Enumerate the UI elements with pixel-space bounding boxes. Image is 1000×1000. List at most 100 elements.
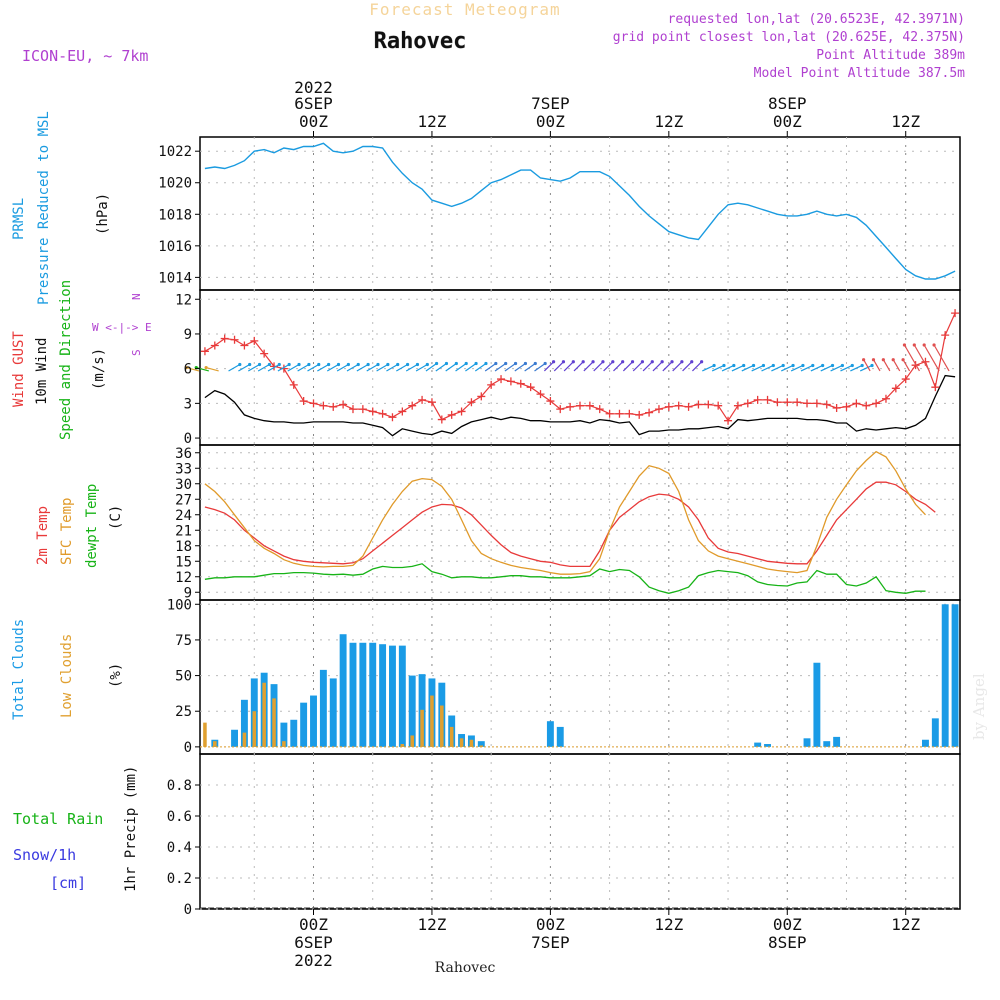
top-hour-label: 12Z xyxy=(654,112,683,131)
wind-direction-arrow xyxy=(622,361,633,372)
gust-marker xyxy=(368,407,377,416)
y-tick-label: 1022 xyxy=(158,144,192,160)
label-2m-temp: 2m Temp xyxy=(35,506,51,565)
gust-marker xyxy=(832,403,841,412)
gust-marker xyxy=(872,399,881,408)
gust-marker xyxy=(437,415,446,424)
wind-arrow-head xyxy=(581,360,585,364)
total-cloud-bar xyxy=(556,726,564,747)
y-tick-label: 100 xyxy=(167,597,192,613)
total-cloud-bar xyxy=(813,662,821,747)
wind-direction-arrow xyxy=(682,361,693,372)
gust-marker xyxy=(743,399,752,408)
low-cloud-bar xyxy=(410,735,414,747)
low-cloud-bar xyxy=(262,682,266,747)
wind-arrow-head xyxy=(307,362,311,367)
wind-direction-arrow xyxy=(267,363,280,372)
compass-n: N xyxy=(130,293,143,300)
label-snow: Snow/1h xyxy=(13,846,76,864)
y-tick-label: 0 xyxy=(184,431,192,447)
total-cloud-bar xyxy=(290,719,298,747)
gust-marker xyxy=(793,398,802,407)
wind-arrow-head xyxy=(801,363,805,368)
wind-direction-arrow xyxy=(810,364,823,372)
wind-direction-arrow xyxy=(863,359,871,372)
wind-direction-arrow xyxy=(287,363,300,372)
gust-marker xyxy=(714,401,723,410)
wind-direction-arrow xyxy=(702,364,715,372)
gust-marker xyxy=(220,334,229,343)
wind-arrow-head xyxy=(771,363,775,368)
gust-marker xyxy=(931,383,940,392)
wind-arrow-head xyxy=(327,362,331,367)
wind-arrow-head xyxy=(830,363,835,368)
gust-marker xyxy=(408,401,417,410)
label-total-rain: Total Rain xyxy=(13,810,103,828)
gust-marker xyxy=(447,410,456,419)
wind-direction-arrow xyxy=(534,363,546,372)
gust-marker xyxy=(398,407,407,416)
wind-direction-arrow xyxy=(405,363,418,372)
gust-marker xyxy=(763,395,772,404)
total-cloud-bar xyxy=(764,744,771,747)
gust-marker xyxy=(822,400,831,409)
wind-direction-arrow xyxy=(751,364,764,372)
wind-direction-arrow xyxy=(711,364,725,372)
y-tick-label: 0.4 xyxy=(167,840,192,856)
wind-direction-arrow xyxy=(652,361,663,372)
y-tick-label: 15 xyxy=(175,554,192,570)
wind-arrow-head xyxy=(630,360,635,364)
y-tick-label: 18 xyxy=(175,539,192,555)
total-cloud-bar xyxy=(319,669,327,747)
wind-direction-arrow xyxy=(186,367,200,372)
gust-marker xyxy=(240,341,249,350)
top-date-label: 7SEP xyxy=(531,94,570,113)
label-c: (C) xyxy=(108,505,124,530)
wind-direction-arrow xyxy=(721,364,735,372)
wind-direction-arrow xyxy=(923,344,940,372)
wind-direction-arrow xyxy=(543,361,555,372)
low-cloud-bar xyxy=(430,695,434,747)
wind-direction-arrow xyxy=(494,363,507,372)
wind-arrow-head xyxy=(862,358,866,362)
wind-arrow-head xyxy=(640,360,645,364)
gust-marker xyxy=(516,379,525,388)
total-cloud-bar xyxy=(931,718,939,747)
gust-marker xyxy=(645,408,654,417)
wind-arrow-head xyxy=(204,366,208,370)
y-tick-label: 33 xyxy=(175,461,192,477)
top-hour-label: 12Z xyxy=(891,112,920,131)
wind-arrow-head xyxy=(561,360,566,364)
label-10m-wind: 10m Wind xyxy=(34,338,50,405)
y-tick-label: 30 xyxy=(175,477,192,493)
wind-arrow-head xyxy=(238,362,242,367)
total-cloud-bar xyxy=(379,644,387,747)
wind-arrow-head xyxy=(434,361,439,366)
top-hour-label: 00Z xyxy=(773,112,802,131)
gridlines xyxy=(200,137,960,910)
header-title: Forecast Meteogram xyxy=(369,0,560,19)
gust-marker xyxy=(704,400,713,409)
gust-marker xyxy=(427,398,436,407)
gust-marker xyxy=(546,397,555,406)
label-speed-direction: Speed and Direction xyxy=(58,280,74,440)
gust-marker xyxy=(566,402,575,411)
wind-direction-arrow xyxy=(307,363,320,372)
wind-arrow-head xyxy=(791,363,795,368)
wind-arrow-head xyxy=(700,360,704,364)
total-cloud-bar xyxy=(349,642,357,747)
wind-direction-arrow xyxy=(317,363,329,372)
wind-arrow-head xyxy=(912,343,916,347)
label-wind-gust: Wind GUST xyxy=(11,331,27,407)
low-cloud-bar xyxy=(272,698,276,747)
gust-marker xyxy=(506,377,515,386)
wind-direction-arrow xyxy=(366,363,379,372)
gust-marker xyxy=(250,336,259,345)
y-tick-label: 1020 xyxy=(158,176,192,192)
low-cloud-bar xyxy=(203,722,207,747)
wind-arrow-head xyxy=(670,360,674,364)
y-tick-label: 24 xyxy=(175,508,192,524)
low-cloud-bar xyxy=(242,732,247,747)
label-prmsl: PRMSL xyxy=(11,198,27,240)
low-cloud-bar xyxy=(252,711,257,747)
